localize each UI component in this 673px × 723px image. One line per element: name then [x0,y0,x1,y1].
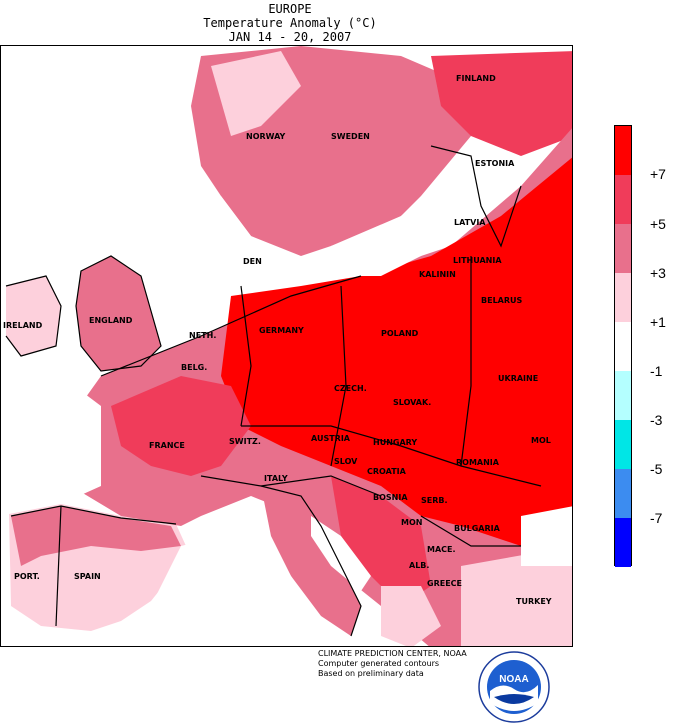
border-line [240,285,252,427]
land-balkans [331,476,431,606]
label-portugal: PORT. [14,572,40,581]
label-greece: GREECE [427,579,462,588]
credits-line: Based on preliminary data [318,669,424,678]
legend-swatch [615,469,631,518]
land-greece [381,586,441,646]
border-line [200,475,382,497]
credits-block: CLIMATE PREDICTION CENTER, NOAA Computer… [318,649,467,679]
land-ireland [6,276,61,356]
border-line [460,256,472,467]
label-poland: POLAND [381,329,419,338]
legend-label: -7 [650,510,663,526]
label-sweden: SWEDEN [331,132,370,141]
label-slovakia: SLOVAK. [393,398,432,407]
label-denmark: DEN [243,257,262,266]
label-bosnia: BOSNIA [373,493,408,502]
border-line [55,505,62,627]
land-turkey [461,546,572,646]
map-canvas [1,46,572,646]
label-finland: FINLAND [456,74,496,83]
label-switzerland: SWITZ. [229,437,261,446]
label-slovenia: SLOV [334,457,358,466]
land-scandinavia-light [211,51,301,136]
label-norway: NORWAY [246,132,286,141]
legend-label: +1 [650,314,666,330]
label-england: ENGLAND [89,316,133,325]
border-line [260,485,362,637]
label-estonia: ESTONIA [475,159,515,168]
legend-label: +7 [650,166,666,182]
legend-swatch [615,420,631,469]
land-core-anomaly [221,157,572,546]
label-belarus: BELARUS [481,296,523,305]
legend-swatch [615,518,631,567]
label-spain: SPAIN [74,572,101,581]
legend-label: -1 [650,363,663,379]
label-ukraine: UKRAINE [498,374,539,383]
label-netherlands: NETH. [189,331,217,340]
legend-swatch [615,273,631,322]
border-line [75,255,162,372]
borders [5,145,542,637]
label-serbia: SERB. [421,496,448,505]
sea-mediterranean [151,526,321,646]
legend-swatch [615,175,631,224]
credits-line: Computer generated contours [318,659,440,668]
legend-swatch [615,371,631,420]
land-iberia-anomaly [11,506,181,566]
label-ireland: IRELAND [3,321,43,330]
land-finland [431,51,572,156]
label-romania: ROMANIA [456,458,499,467]
sea-north [151,196,251,316]
label-italy: ITALY [264,474,288,483]
label-france: FRANCE [149,441,185,450]
map-date-range: JAN 14 - 20, 2007 [228,30,352,44]
border-line [10,505,177,525]
legend-label: +3 [650,265,666,281]
label-moldova: MOL [531,436,551,445]
legend-label: -3 [650,412,663,428]
border-line [241,425,542,487]
label-bulgaria: BULGARIA [454,524,500,533]
label-montenegro: MON [401,518,423,527]
label-hungary: HUNGARY [373,438,418,447]
land-italy [261,486,361,636]
color-legend [614,125,632,567]
label-czech: CZECH. [334,384,367,393]
noaa-logo: NOAA [478,651,550,723]
credits-line: CLIMATE PREDICTION CENTER, NOAA [318,649,467,658]
map-subtitle: Temperature Anomaly (°C) [203,16,377,30]
border-line [5,275,62,357]
legend-label: -5 [650,461,663,477]
label-kaliningrad: KALININ [419,270,456,279]
label-albania: ALB. [409,561,430,570]
noaa-logo-text: NOAA [499,674,528,685]
legend-swatch [615,224,631,273]
legend-label: +5 [650,216,666,232]
label-belgium: BELG. [181,363,208,372]
label-macedonia: MACE. [427,545,456,554]
legend-swatch [615,126,631,175]
label-lithuania: LITHUANIA [453,256,502,265]
border-line [420,515,521,547]
label-germany: GERMANY [259,326,304,335]
land-france-core [111,376,251,476]
label-austria: AUSTRIA [311,434,350,443]
label-latvia: LATVIA [454,218,486,227]
sea-atlantic [1,376,101,506]
land-britain [76,256,161,371]
label-croatia: CROATIA [367,467,406,476]
border-line [430,145,522,248]
sea-black [521,506,572,566]
legend-swatch [615,322,631,371]
border-line [330,285,347,467]
label-turkey: TURKEY [516,597,552,606]
sea-baltic [331,166,481,276]
map-region-title: EUROPE [268,2,312,16]
anomaly-map: FINLAND NORWAY SWEDEN ESTONIA LATVIA LIT… [0,45,573,647]
